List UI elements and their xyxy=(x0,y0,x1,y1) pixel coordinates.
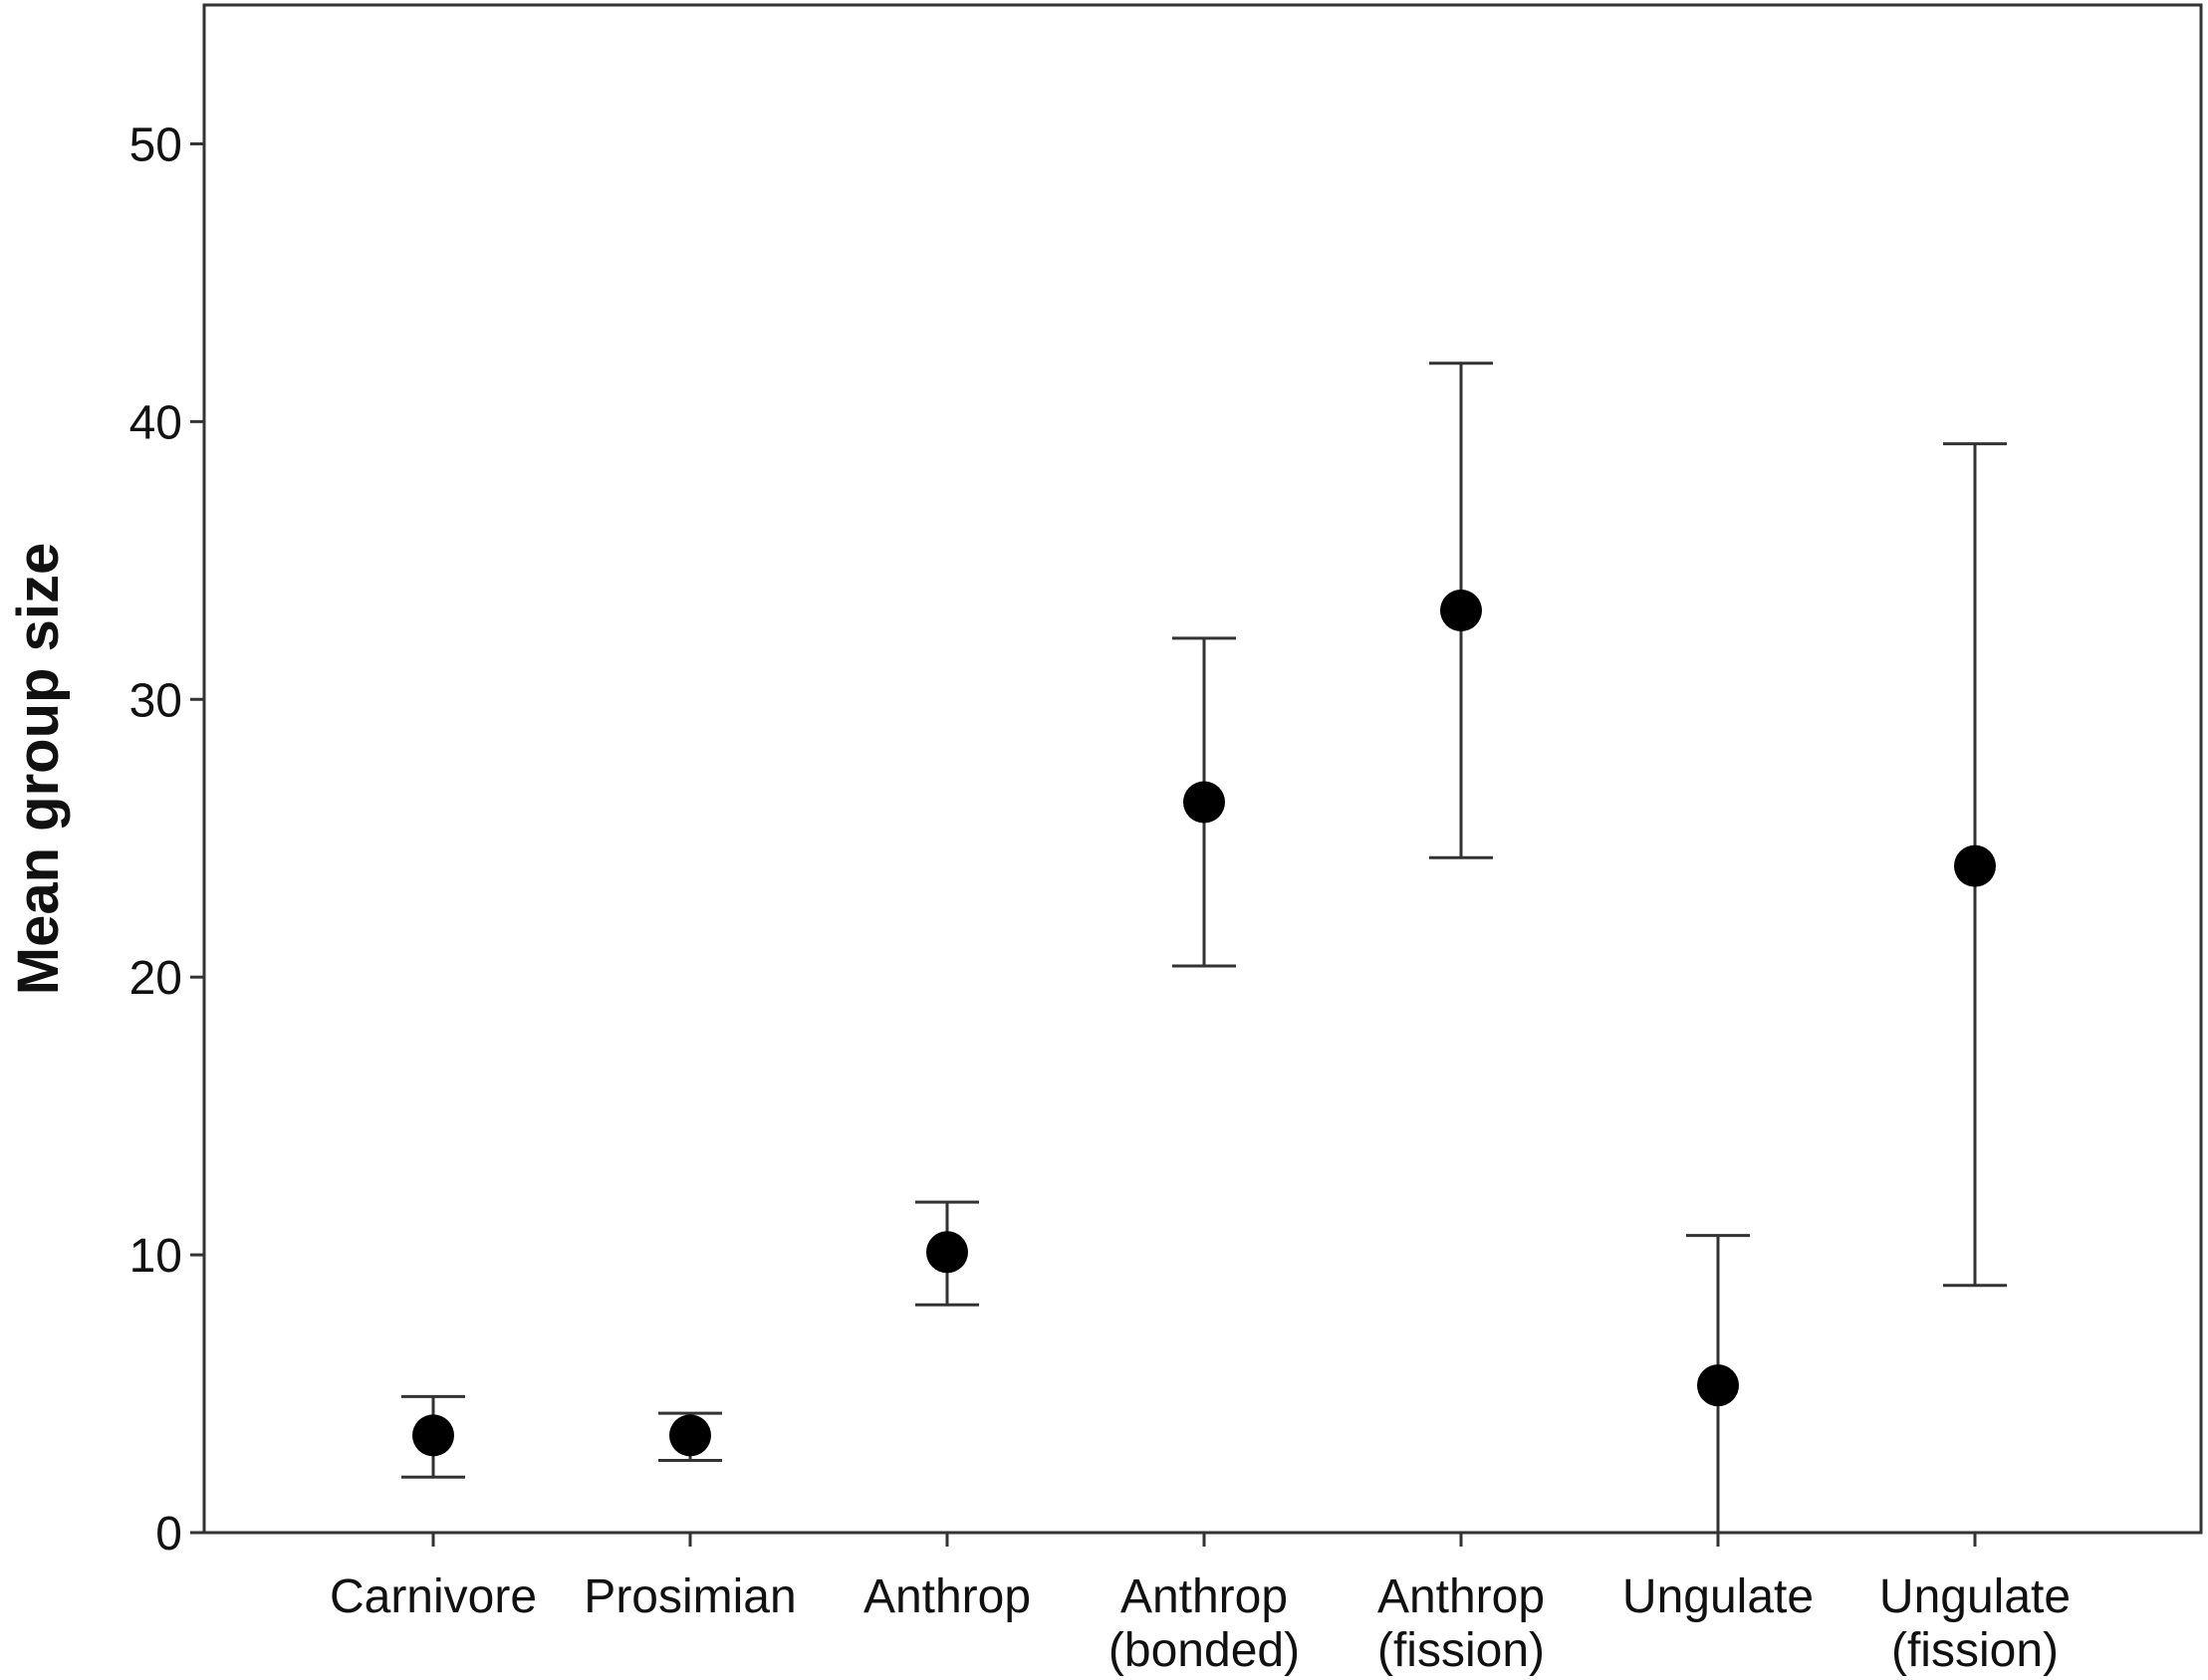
x-tick-label: Anthrop xyxy=(863,1570,1031,1623)
data-point xyxy=(412,1414,454,1457)
x-tick-label: Anthrop xyxy=(1120,1570,1288,1623)
data-point xyxy=(1954,844,1996,887)
y-axis-title: Mean group size xyxy=(6,543,71,995)
x-tick-label: Ungulate xyxy=(1622,1570,1814,1623)
data-point xyxy=(1697,1364,1739,1407)
y-tick-label: 50 xyxy=(129,119,182,171)
y-tick-label: 30 xyxy=(129,674,182,727)
y-tick-label: 20 xyxy=(129,952,182,1005)
data-markers xyxy=(412,590,1996,1457)
x-tick-label: (fission) xyxy=(1377,1624,1545,1677)
x-tick-label: Ungulate xyxy=(1879,1570,2071,1623)
x-tick-label: Anthrop xyxy=(1377,1570,1545,1623)
x-tick-label: (fission) xyxy=(1891,1624,2059,1677)
x-tick-label: Prosimian xyxy=(584,1570,796,1623)
x-tick-label: (bonded) xyxy=(1108,1624,1300,1677)
data-point xyxy=(669,1414,711,1457)
data-point xyxy=(926,1231,968,1274)
x-axis-ticks: Carnivore Prosimian Anthrop Anthrop(bonded)… xyxy=(330,1533,2071,1677)
y-tick-label: 10 xyxy=(129,1230,182,1283)
x-tick-label: Carnivore xyxy=(330,1570,537,1623)
y-axis-ticks: 0 10 20 30 40 50 xyxy=(129,119,204,1560)
error-bars xyxy=(401,361,2007,1535)
data-point xyxy=(1183,781,1225,824)
y-tick-label: 0 xyxy=(155,1508,182,1560)
y-tick-label: 40 xyxy=(129,396,182,449)
data-point xyxy=(1440,590,1482,632)
